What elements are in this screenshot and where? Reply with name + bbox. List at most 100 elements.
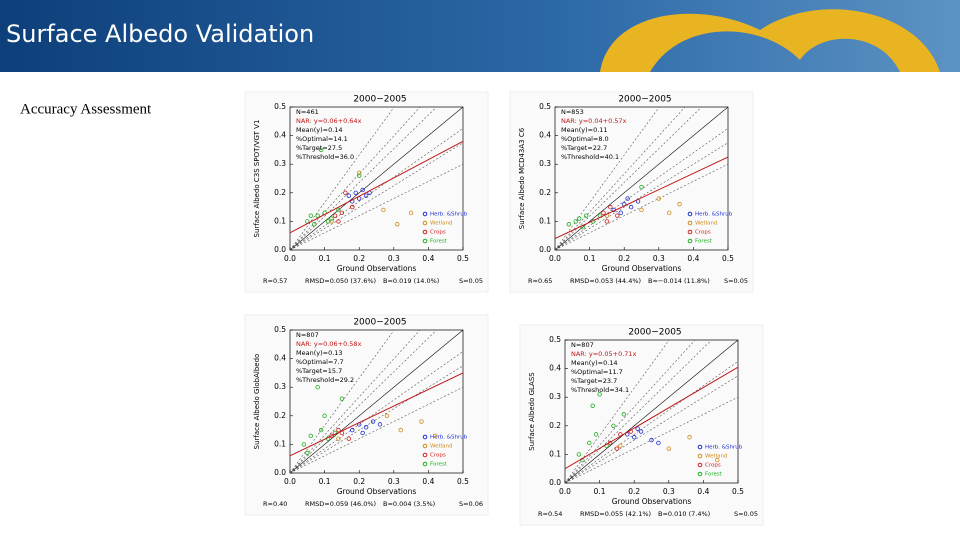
chart-title: 2000−2005 [353, 318, 406, 328]
data-point [576, 452, 582, 457]
legend-label: Herb. &Shrub [430, 212, 468, 218]
reference-line [290, 107, 463, 250]
legend-label: Forest [430, 462, 448, 468]
annotation: NAR: y=0.04+0.57x [561, 117, 627, 125]
data-point [639, 184, 644, 190]
x-tick-label: 0.1 [319, 254, 331, 263]
data-point [336, 436, 341, 441]
reference-line [290, 365, 463, 473]
data-point [666, 446, 671, 451]
data-point [332, 213, 338, 218]
legend-label: Wetland [430, 221, 453, 227]
y-tick-label: 0.0 [274, 245, 286, 254]
logo-arc [600, 9, 940, 72]
data-point [381, 207, 386, 213]
y-tick-label: 0.4 [549, 364, 561, 373]
legend-marker [422, 461, 428, 467]
data-point [377, 422, 383, 427]
x-tick-label: 0.4 [697, 487, 709, 496]
chart-background [244, 314, 489, 516]
x-tick-label: 0.1 [584, 254, 596, 263]
x-axis-label: Ground Observations [337, 264, 417, 273]
data-point [360, 430, 365, 436]
data-point [656, 440, 661, 446]
data-point [370, 419, 376, 424]
legend-label: Herb. &Shrub [430, 435, 468, 441]
data-point [618, 210, 623, 216]
data-point [357, 170, 362, 175]
regression-line [290, 372, 463, 457]
x-axis-label: Ground Observations [602, 264, 682, 273]
annotation: %Optimal=7.7 [296, 358, 344, 366]
data-point [336, 207, 341, 213]
annotation: Mean(y)=0.14 [571, 359, 618, 367]
reference-line [555, 107, 660, 250]
x-tick-label: 0.0 [559, 487, 571, 496]
reference-line [565, 340, 670, 483]
plot-frame [564, 339, 739, 484]
reference-line [290, 107, 438, 250]
y-tick-label: 0.3 [549, 392, 561, 401]
x-axis-label: Ground Observations [612, 497, 692, 506]
reference-line [290, 351, 463, 473]
legend-label: Herb. &Shrub [695, 212, 733, 218]
data-point [433, 433, 438, 439]
legend-marker [697, 462, 703, 468]
legend-marker [422, 238, 428, 244]
stat: S=0.06 [459, 500, 483, 508]
data-point [593, 432, 599, 437]
stat: R=0.54 [538, 510, 562, 518]
data-point [384, 413, 390, 418]
y-tick-label: 0.2 [539, 188, 551, 197]
data-point [301, 442, 307, 447]
legend-marker [422, 443, 428, 449]
legend-marker [697, 453, 703, 459]
data-point [312, 222, 317, 227]
data-point [577, 216, 582, 221]
data-point [632, 435, 637, 440]
x-tick-label: 0.4 [422, 254, 434, 263]
data-point [618, 443, 623, 449]
y-tick-label: 0.2 [549, 421, 561, 430]
data-point [601, 210, 606, 216]
stat: RMSD=0.053 (44.4%) [570, 277, 641, 285]
y-axis-label: Surface Albedo C3S SPOT/VGT V1 [253, 120, 261, 238]
y-tick-label: 0.1 [539, 216, 551, 225]
x-tick-label: 0.2 [618, 254, 630, 263]
chart-panel: 2000−2005 Surface Albedo GlobAlbedo Ground… [244, 314, 489, 516]
stat: R=0.65 [528, 277, 552, 285]
data-point [363, 425, 369, 430]
reference-line [565, 396, 738, 483]
reference-line [565, 340, 738, 483]
slide-title: Surface Albedo Validation [6, 20, 314, 48]
data-point [353, 190, 358, 195]
stat: S=0.05 [459, 277, 483, 285]
data-point [339, 210, 345, 216]
chart-panel: 2000−2005 Surface Albedo MCD43A3 C6 Ground… [509, 91, 754, 293]
legend-label: Crops [695, 230, 711, 236]
data-point [611, 423, 616, 428]
y-tick-label: 0.5 [539, 102, 551, 111]
annotation: Mean(y)=0.14 [296, 126, 343, 134]
data-point [339, 396, 345, 401]
annotation: %Optimal=14.1 [296, 135, 348, 143]
data-point [687, 435, 692, 440]
data-point [715, 457, 720, 463]
data-point [329, 216, 334, 221]
annotation: %Optimal=8.0 [561, 135, 609, 143]
data-point [590, 403, 595, 408]
y-axis-label: Surface Albedo GLASS [528, 372, 536, 451]
data-point [315, 213, 320, 218]
stat: B=0.004 (3.5%) [383, 500, 435, 508]
reference-line [555, 107, 686, 250]
legend-label: Forest [705, 472, 723, 478]
reference-line [290, 330, 463, 473]
annotation: %Threshold=40.1 [561, 153, 619, 161]
y-tick-label: 0.1 [274, 216, 286, 225]
reference-line [555, 142, 728, 250]
legend-label: Wetland [705, 454, 728, 460]
x-tick-label: 0.0 [284, 254, 296, 263]
reference-line [555, 163, 728, 250]
y-axis-label: Surface Albedo MCD43A3 C6 [518, 127, 526, 229]
